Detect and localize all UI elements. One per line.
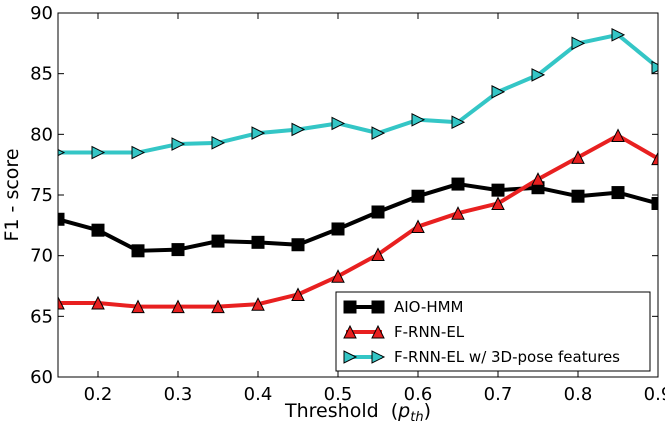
x-axis-label-main: Threshold	[284, 400, 379, 422]
legend-marker	[371, 350, 386, 364]
legend-items: AIO-HMM F-RNN-EL F-RNN-EL w/ 3D-pose featu…	[343, 298, 620, 366]
data-point	[91, 145, 106, 160]
data-point	[571, 36, 586, 51]
data-point	[131, 145, 146, 160]
data-point	[251, 235, 265, 249]
plot-series	[58, 28, 658, 314]
legend-marker	[343, 324, 357, 339]
y-axis-label: F1 - score	[1, 148, 23, 241]
legend-marker	[371, 300, 385, 314]
legend-box	[335, 291, 651, 372]
series-1	[58, 128, 658, 314]
legend-label: AIO-HMM	[394, 298, 464, 316]
data-point	[291, 238, 305, 252]
y-tick-label: 70	[30, 246, 53, 267]
data-point	[291, 122, 306, 137]
data-point	[331, 116, 346, 131]
data-point	[611, 128, 625, 143]
series-line	[58, 182, 658, 253]
data-point	[411, 189, 425, 203]
data-point	[491, 85, 506, 99]
y-tick-label: 90	[30, 3, 53, 24]
data-point	[371, 205, 385, 219]
x-axis-label: Threshold (pth)	[284, 400, 431, 423]
data-point	[491, 196, 505, 210]
data-point	[58, 212, 65, 226]
x-tick-label: 0.6	[404, 384, 433, 405]
data-point	[531, 68, 546, 82]
data-point	[251, 126, 266, 140]
tick-labels: 0.2 0.3 0.4 0.5 0.6 0.7 0.8 0.9 60 65 70 75 80 85 90	[30, 3, 665, 405]
legend-label: F-RNN-EL	[394, 323, 465, 341]
legend-label: F-RNN-EL w/ 3D-pose features	[394, 348, 620, 366]
data-point	[58, 295, 65, 310]
legend-marker	[371, 324, 385, 339]
data-point	[491, 183, 505, 197]
data-point	[651, 196, 658, 210]
legend-item: AIO-HMM	[343, 298, 464, 316]
x-axis-label-paren: (	[385, 400, 398, 422]
data-point	[371, 247, 385, 261]
x-tick-label: 0.4	[244, 384, 273, 405]
data-point	[451, 177, 465, 191]
y-tick-label: 80	[30, 124, 53, 145]
y-tick-label: 60	[30, 367, 53, 388]
data-point	[58, 148, 66, 157]
series-line	[58, 133, 658, 309]
data-point	[91, 223, 105, 237]
data-point	[131, 299, 145, 314]
data-point	[411, 219, 425, 234]
x-axis-label-var: p	[397, 400, 410, 422]
x-tick-label: 0.8	[564, 384, 593, 405]
y-tick-label: 65	[30, 306, 53, 327]
data-point	[331, 222, 345, 236]
data-point	[211, 234, 225, 248]
y-tick-label: 75	[30, 185, 53, 206]
data-point	[291, 287, 305, 301]
series-2	[58, 28, 658, 160]
x-tick-label: 0.5	[324, 384, 353, 405]
data-point	[451, 115, 466, 130]
data-point	[611, 186, 625, 200]
x-axis-label-subscript: th	[410, 410, 423, 423]
data-point	[91, 295, 105, 310]
data-point	[171, 243, 185, 257]
data-point	[131, 244, 145, 258]
data-point	[611, 28, 626, 42]
data-point	[211, 299, 225, 314]
x-tick-label: 0.9	[644, 384, 665, 405]
data-point	[211, 136, 226, 150]
data-point	[451, 206, 465, 220]
data-point	[171, 137, 186, 151]
data-point	[251, 297, 265, 311]
legend-item: F-RNN-EL w/ 3D-pose features	[343, 348, 620, 366]
data-point	[651, 151, 658, 166]
x-axis-label-close: )	[424, 400, 431, 422]
legend-marker	[343, 350, 358, 364]
data-point	[331, 269, 345, 283]
x-tick-label: 0.7	[484, 384, 513, 405]
data-point	[411, 112, 426, 127]
plot-area-frame	[57, 12, 659, 378]
data-point	[651, 60, 658, 75]
data-point	[571, 150, 585, 164]
data-point	[571, 189, 585, 203]
x-tick-label: 0.2	[84, 384, 113, 405]
series-0	[58, 177, 658, 258]
legend-marker	[343, 300, 357, 314]
data-point	[371, 126, 386, 140]
data-point	[531, 172, 545, 186]
data-point	[171, 299, 185, 314]
series-line	[58, 32, 658, 155]
x-tick-label: 0.3	[164, 384, 193, 405]
legend: AIO-HMM F-RNN-EL F-RNN-EL w/ 3D-pose featu…	[335, 291, 651, 372]
y-tick-label: 85	[30, 64, 53, 85]
legend-item: F-RNN-EL	[343, 323, 465, 341]
